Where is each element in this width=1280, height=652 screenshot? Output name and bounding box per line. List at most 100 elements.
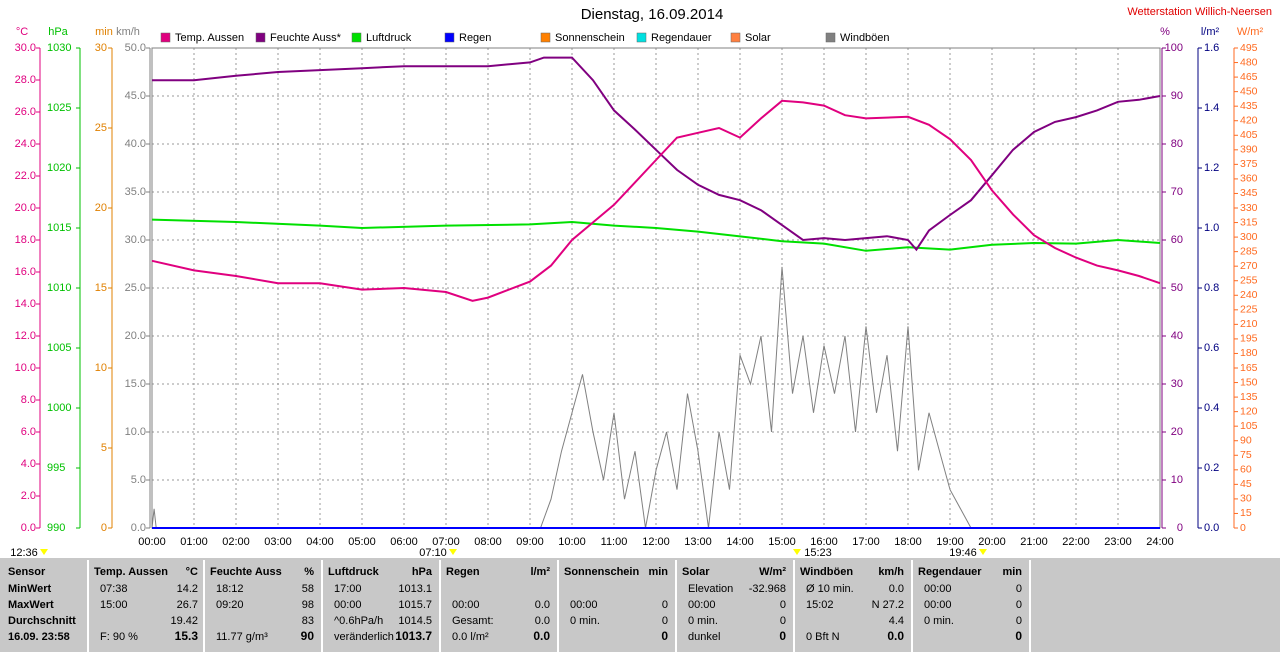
x-tick-label: 15:00	[768, 536, 796, 548]
y-tick-label: 75	[1240, 449, 1252, 461]
cell-label: 11.77 g/m³	[216, 631, 268, 643]
cell-label: dunkel	[688, 631, 720, 643]
cell-label: 00:00	[334, 599, 362, 611]
y-tick-label: 495	[1240, 42, 1258, 54]
y-tick-label: 1.6	[1204, 42, 1219, 54]
y-tick-label: 195	[1240, 333, 1258, 345]
cell-label: 00:00	[924, 599, 952, 611]
y-tick-label: 1025	[47, 102, 71, 114]
x-tick-label: 18:00	[894, 536, 922, 548]
cell-value: 19.42	[170, 615, 198, 627]
y-tick-label: 0	[1177, 522, 1183, 534]
y-tick-label: 15.0	[125, 378, 146, 390]
x-tick-label: 00:00	[138, 536, 166, 548]
y-tick-label: 5	[101, 442, 107, 454]
y-tick-label: 5.0	[131, 474, 146, 486]
cell-label: veränderlich	[334, 631, 394, 643]
column-title: Sonnenschein	[564, 566, 639, 578]
y-tick-label: 30	[95, 42, 107, 54]
cell-label: ^0.6hPa/h	[334, 615, 383, 627]
legend-label: Feuchte Auss*	[270, 32, 342, 44]
cell-value: 58	[302, 583, 314, 595]
y-tick-label: 315	[1240, 216, 1258, 228]
cell-value: 0.0	[533, 629, 550, 643]
cell-value: 0	[1015, 629, 1022, 643]
x-tick-label: 06:00	[390, 536, 418, 548]
y-tick-label: 30.0	[15, 42, 36, 54]
x-tick-label: 07:00	[432, 536, 460, 548]
column-title: Windböen	[800, 566, 853, 578]
legend-swatch	[351, 32, 362, 43]
y-tick-label: 45.0	[125, 90, 146, 102]
y-tick-label: 255	[1240, 275, 1258, 287]
x-tick-label: 03:00	[264, 536, 292, 548]
y-tick-label: 1005	[47, 342, 71, 354]
y-tick-label: 30.0	[125, 234, 146, 246]
cell-label: Elevation	[688, 583, 733, 595]
y-tick-label: 24.0	[15, 138, 36, 150]
legend-label: Regen	[459, 32, 491, 44]
cell-value: 1014.5	[398, 615, 432, 627]
axis-unit: l/m²	[1201, 26, 1220, 38]
y-tick-label: 1000	[47, 402, 71, 414]
y-tick-label: 0.0	[1204, 522, 1219, 534]
cell-label: 00:00	[688, 599, 716, 611]
column-title: Temp. Aussen	[94, 566, 168, 578]
y-tick-label: 30	[1240, 493, 1252, 505]
x-tick-label: 05:00	[348, 536, 376, 548]
row-label: Sensor	[8, 566, 46, 578]
plot	[36, 47, 1238, 529]
y-tick-label: 180	[1240, 347, 1258, 359]
cell-label: 07:38	[100, 583, 128, 595]
y-tick-label: 14.0	[15, 298, 36, 310]
y-tick-label: 120	[1240, 405, 1258, 417]
y-tick-label: 165	[1240, 362, 1258, 374]
legend-swatch	[636, 32, 647, 43]
cell-value: 0	[661, 629, 668, 643]
axis-unit: °C	[16, 26, 28, 38]
y-tick-label: 28.0	[15, 74, 36, 86]
y-tick-label: 40.0	[125, 138, 146, 150]
y-tick-label: 1030	[47, 42, 71, 54]
axis-unit: km/h	[116, 26, 140, 38]
row-label: Durchschnitt	[8, 615, 76, 627]
y-tick-label: 8.0	[21, 394, 36, 406]
y-tick-label: 6.0	[21, 426, 36, 438]
y-tick-label: 4.0	[21, 458, 36, 470]
y-tick-label: 1020	[47, 162, 71, 174]
y-tick-label: 330	[1240, 202, 1258, 214]
x-tick-label: 08:00	[474, 536, 502, 548]
cell-value: 0	[779, 629, 786, 643]
row-label: MaxWert	[8, 599, 54, 611]
cell-label: 00:00	[924, 583, 952, 595]
y-tick-label: 1010	[47, 282, 71, 294]
cell-value: 0	[1016, 599, 1022, 611]
y-tick-label: 150	[1240, 376, 1258, 388]
y-tick-label: 390	[1240, 144, 1258, 156]
column-unit: %	[304, 566, 314, 578]
cell-value: 1013.7	[395, 629, 432, 643]
annotation: 07:10	[419, 547, 447, 559]
x-tick-label: 20:00	[978, 536, 1006, 548]
cell-value: 0	[780, 615, 786, 627]
series-line	[151, 218, 1161, 252]
y-tick-label: 50	[1171, 282, 1183, 294]
y-tick-label: 990	[47, 522, 65, 534]
chart-title: Dienstag, 16.09.2014	[581, 6, 724, 23]
row-label: 16.09. 23:58	[8, 631, 70, 643]
cell-label: 0 min.	[688, 615, 718, 627]
y-tick-label: 0.0	[131, 522, 146, 534]
x-tick-label: 16:00	[810, 536, 838, 548]
y-tick-label: 20.0	[125, 330, 146, 342]
cell-label: 18:12	[216, 583, 244, 595]
y-tick-label: 420	[1240, 115, 1258, 127]
y-tick-label: 450	[1240, 85, 1258, 97]
y-tick-label: 15	[95, 282, 107, 294]
legend-swatch	[540, 32, 551, 43]
column-unit: min	[1002, 566, 1022, 578]
column-unit: hPa	[412, 566, 433, 578]
cell-value: N 27.2	[872, 599, 904, 611]
y-tick-label: 0	[1240, 522, 1246, 534]
